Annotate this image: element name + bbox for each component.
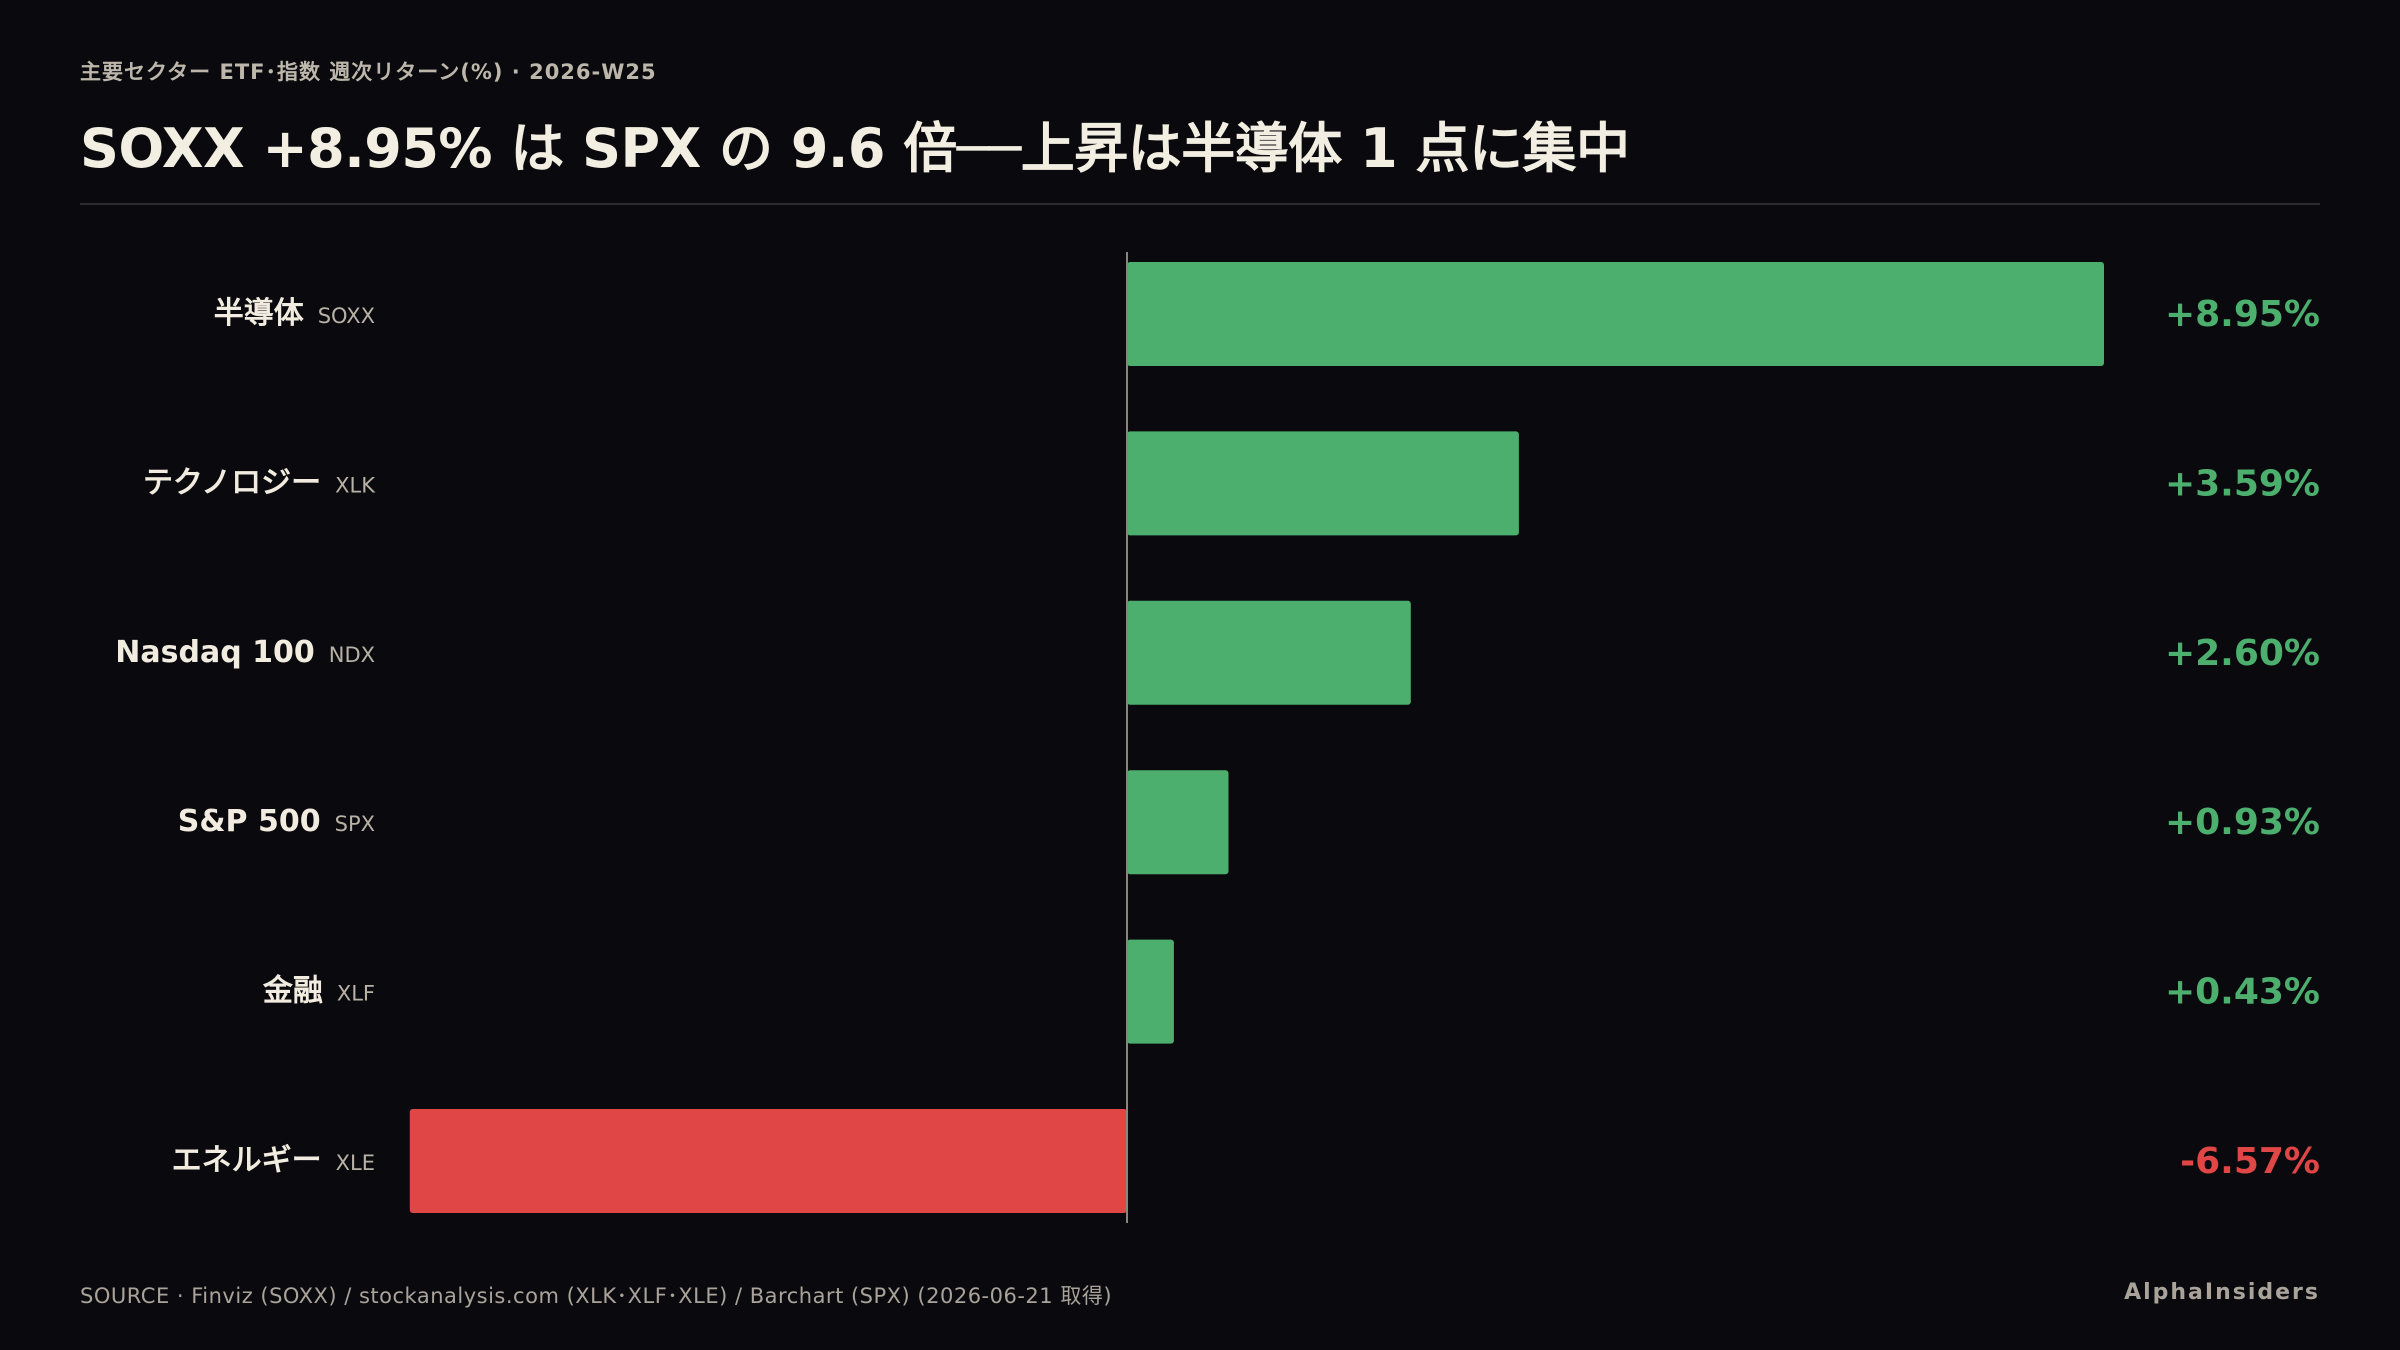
value-label: +0.93% (2165, 802, 2320, 843)
category-ticker: XLK (335, 473, 376, 497)
bar-xle (409, 1109, 1127, 1213)
value-label: +3.59% (2165, 463, 2320, 504)
value-label: +2.60% (2165, 633, 2320, 674)
value-label: -6.57% (2180, 1141, 2320, 1182)
bar-soxx (1127, 262, 2104, 366)
category-label: 金融 XLF (262, 974, 375, 1009)
category-name: テクノロジー (143, 465, 321, 500)
category-ticker: SPX (335, 812, 375, 836)
chart-title: SOXX +8.95% は SPX の 9.6 倍──上昇は半導体 1 点に集中 (80, 117, 1630, 180)
category-name: エネルギー (172, 1143, 322, 1178)
category-ticker: XLE (336, 1151, 375, 1175)
category-ticker: NDX (329, 643, 375, 667)
category-name: Nasdaq 100 (115, 635, 314, 670)
category-label: テクノロジー XLK (143, 465, 376, 500)
category-label: エネルギー XLE (172, 1143, 375, 1178)
bar-xlf (1127, 939, 1174, 1044)
category-ticker: SOXX (318, 304, 375, 328)
footer-brand: AlphaInsiders (2124, 1280, 2320, 1305)
bar-spx (1127, 770, 1229, 875)
value-label: +0.43% (2165, 972, 2320, 1013)
bar-xlk (1127, 431, 1519, 536)
category-name: S&P 500 (178, 804, 321, 839)
category-name: 半導体 (214, 296, 305, 331)
header-divider (80, 203, 2320, 205)
chart-subtitle: 主要セクター ETF･指数 週次リターン(%) · 2026-W25 (80, 60, 657, 84)
category-ticker: XLF (337, 982, 375, 1006)
category-label: 半導体 SOXX (214, 296, 375, 331)
category-label: Nasdaq 100 NDX (115, 635, 375, 670)
bar-ndx (1127, 600, 1411, 705)
footer-source: SOURCE · Finviz (SOXX) / stockanalysis.c… (80, 1284, 1113, 1308)
category-label: S&P 500 SPX (178, 804, 375, 839)
category-name: 金融 (262, 974, 323, 1009)
value-label: +8.95% (2165, 294, 2320, 335)
